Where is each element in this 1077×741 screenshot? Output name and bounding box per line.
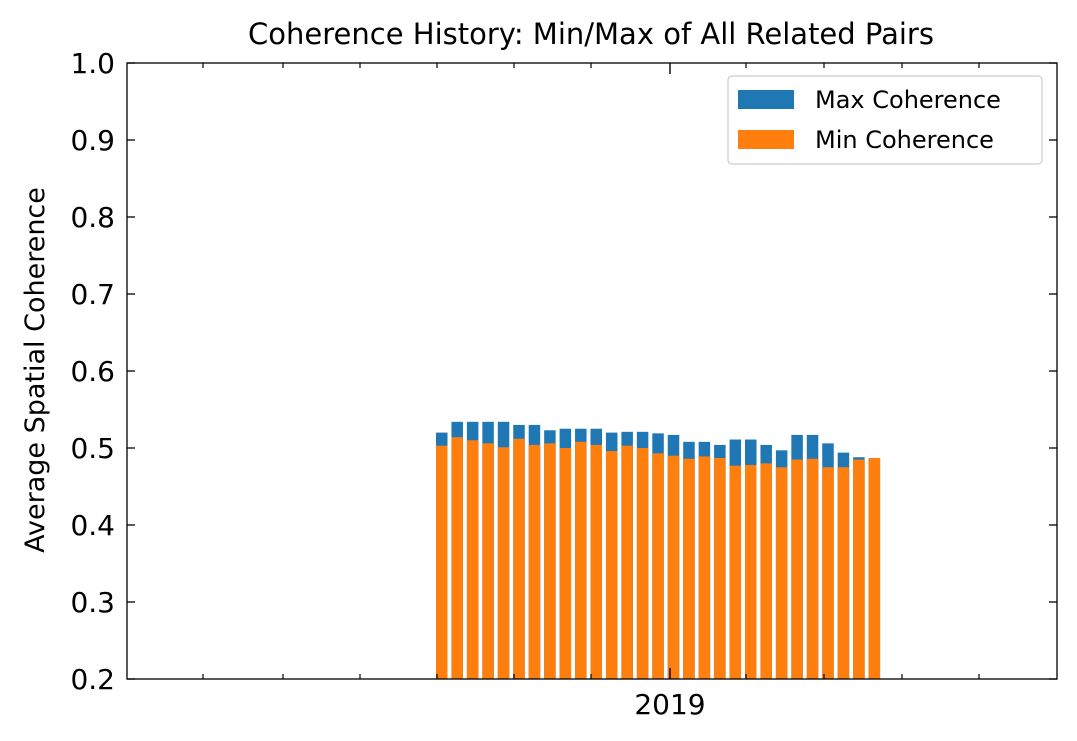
bar-min-coherence (806, 458, 819, 679)
bar-min-coherence (590, 444, 602, 679)
y-axis-label: Average Spatial Coherence (20, 187, 51, 553)
bar-min-coherence (714, 458, 726, 679)
legend-entry-max-swatch (738, 90, 794, 109)
y-tick-label: 0.7 (70, 278, 115, 311)
bar-min-coherence (528, 444, 541, 679)
bar-min-coherence (837, 467, 850, 679)
bar-min-coherence (559, 448, 572, 679)
y-tick-label: 0.3 (70, 586, 115, 619)
bar-min-coherence (513, 438, 525, 679)
bar-min-coherence (466, 440, 479, 679)
legend: Max Coherence Min Coherence (727, 75, 1043, 165)
bars-group (436, 421, 881, 679)
legend-entry-min-swatch (738, 130, 794, 149)
bar-min-coherence (745, 464, 757, 679)
bar-min-coherence (760, 463, 772, 679)
bar-min-coherence (652, 453, 664, 679)
legend-entry-max-label: Max Coherence (815, 86, 1001, 114)
y-tick-label: 0.8 (70, 201, 115, 234)
bar-min-coherence (575, 441, 587, 679)
y-tick-label: 0.5 (70, 432, 115, 465)
bar-min-coherence (868, 458, 881, 679)
axes-group: 0.2 0.3 0.4 0.5 0.6 0.7 0.8 0.9 1.0 2019 (70, 47, 1058, 721)
bar-min-coherence (544, 443, 556, 679)
bar-min-coherence (621, 445, 633, 679)
bar-min-coherence (605, 451, 618, 679)
chart-title: Coherence History: Min/Max of All Relate… (248, 17, 934, 51)
bar-min-coherence (636, 448, 649, 679)
legend-box (727, 75, 1043, 165)
bar-min-coherence (775, 467, 788, 679)
bar-min-coherence (497, 447, 510, 679)
y-tick-label: 0.4 (70, 509, 115, 542)
bar-min-coherence (436, 445, 448, 679)
bar-min-coherence (451, 437, 463, 679)
bar-min-coherence (729, 465, 742, 679)
bar-min-coherence (683, 458, 695, 679)
x-tick-label: 2019 (634, 688, 705, 721)
bar-min-coherence (791, 459, 803, 679)
bar-min-coherence (853, 459, 865, 679)
y-tick-label: 0.2 (70, 663, 115, 696)
legend-entry-min-label: Min Coherence (815, 126, 994, 154)
bar-min-coherence (482, 443, 494, 679)
y-tick-label: 0.6 (70, 355, 115, 388)
bar-min-coherence (698, 456, 711, 679)
bar-min-coherence (667, 455, 680, 679)
y-tick-label: 1.0 (70, 47, 115, 80)
bar-min-coherence (822, 467, 834, 679)
y-tick-label: 0.9 (70, 124, 115, 157)
